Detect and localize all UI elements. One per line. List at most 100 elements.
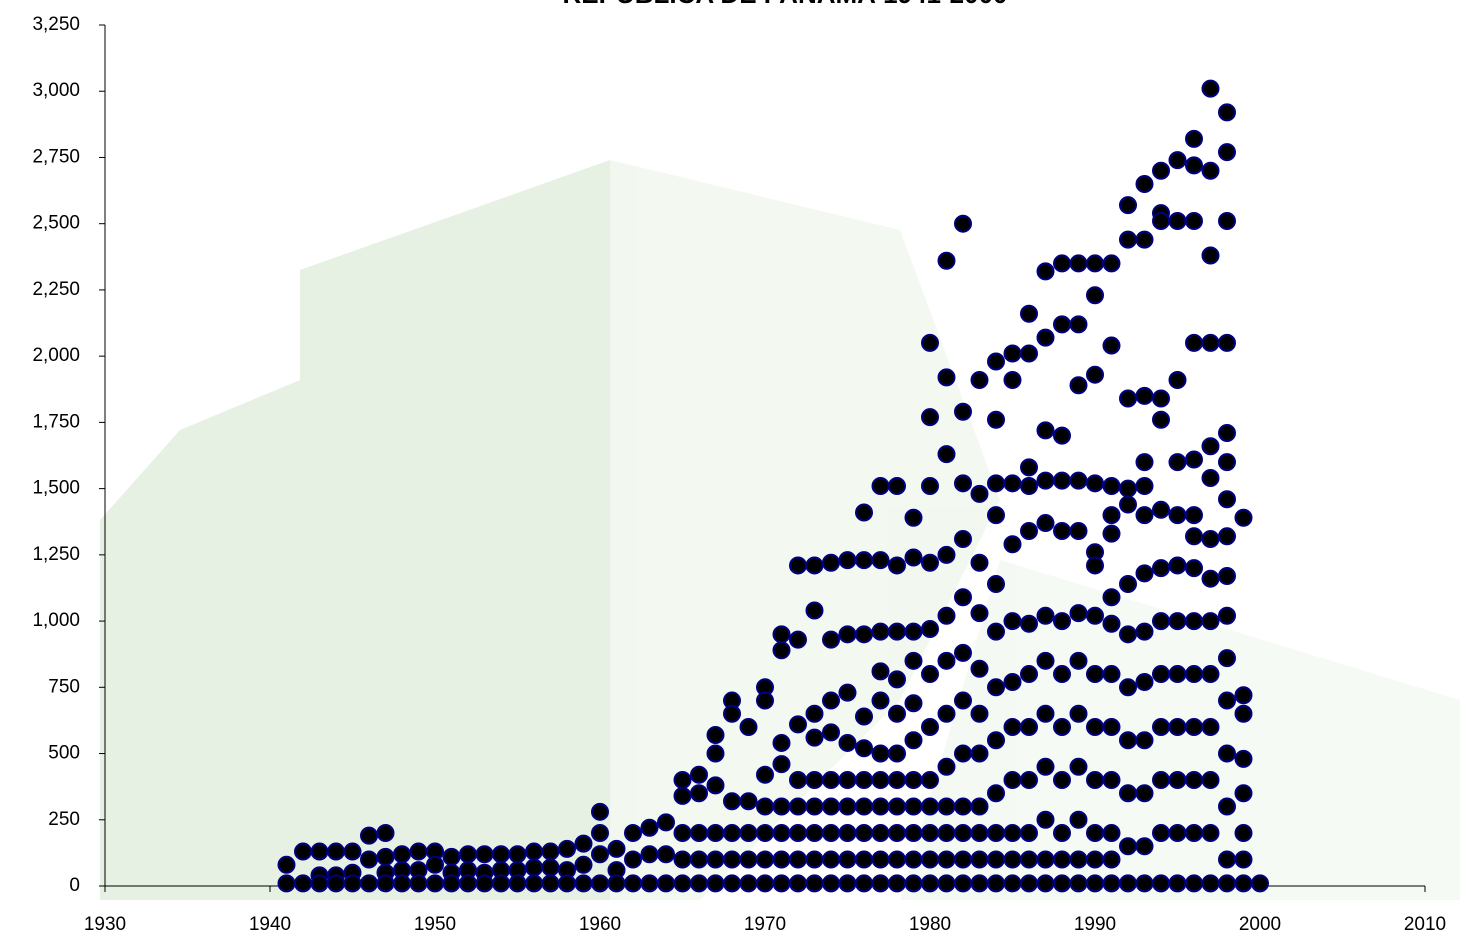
point [1218, 490, 1236, 509]
point [1102, 850, 1121, 869]
point [1185, 559, 1203, 578]
point [987, 352, 1005, 371]
point [822, 771, 840, 790]
point [822, 797, 840, 816]
point [277, 855, 296, 874]
point [1168, 506, 1187, 525]
point [1086, 474, 1104, 493]
point [1201, 874, 1220, 893]
point [739, 792, 758, 811]
point [1135, 731, 1154, 750]
point [822, 630, 840, 649]
point [475, 874, 494, 893]
point [525, 874, 543, 893]
point [838, 551, 857, 570]
point [756, 691, 774, 710]
point [574, 855, 593, 874]
point [855, 625, 873, 644]
point [987, 850, 1005, 869]
point [1053, 718, 1071, 737]
point [855, 551, 873, 570]
point [871, 622, 890, 641]
point [360, 874, 378, 893]
point [310, 874, 329, 893]
point [277, 874, 296, 893]
point [838, 625, 857, 644]
point [937, 797, 956, 816]
point [888, 622, 906, 641]
point [376, 824, 395, 843]
point [640, 874, 659, 893]
point [343, 874, 362, 893]
point [1036, 757, 1055, 776]
point [1168, 665, 1187, 684]
point [607, 839, 626, 858]
point [772, 755, 791, 774]
point [690, 784, 708, 803]
point [706, 824, 725, 843]
point [1053, 612, 1071, 631]
point [1069, 254, 1088, 273]
point [1102, 718, 1121, 737]
point [541, 858, 560, 877]
point [1036, 874, 1055, 893]
point [574, 834, 593, 853]
point [1020, 304, 1038, 323]
point [1036, 810, 1055, 829]
point [937, 606, 956, 625]
point [1152, 410, 1170, 429]
point [1086, 556, 1104, 575]
point [558, 839, 576, 858]
point [1036, 421, 1055, 440]
point [1119, 389, 1137, 408]
point [871, 824, 890, 843]
point [904, 651, 923, 670]
point [1086, 718, 1104, 737]
point [921, 333, 939, 352]
point [1053, 824, 1071, 843]
point [970, 874, 989, 893]
point [541, 842, 560, 861]
point [1135, 453, 1154, 472]
point [1152, 559, 1170, 578]
point [822, 691, 840, 710]
point [1168, 453, 1187, 472]
point [871, 662, 890, 681]
point [888, 556, 906, 575]
point [937, 251, 956, 270]
point [1020, 771, 1038, 790]
point [1053, 254, 1071, 273]
point [1218, 874, 1236, 893]
point [1020, 718, 1038, 737]
point [970, 744, 989, 763]
point [1119, 874, 1137, 893]
point [723, 850, 741, 869]
point [805, 850, 824, 869]
point [1003, 535, 1022, 554]
point [442, 874, 461, 893]
point [558, 874, 576, 893]
point [921, 408, 939, 427]
point [954, 529, 972, 548]
point [805, 556, 824, 575]
point [1036, 328, 1055, 347]
point [888, 476, 906, 495]
point [739, 874, 758, 893]
point [739, 824, 758, 843]
y-tick-label: 2,000 [32, 345, 80, 366]
point [1119, 196, 1137, 215]
point [1152, 500, 1170, 519]
point [1069, 315, 1088, 334]
point [1201, 612, 1220, 631]
point [723, 792, 741, 811]
point [1036, 514, 1055, 533]
point [723, 824, 741, 843]
point [1086, 606, 1104, 625]
point [591, 802, 609, 821]
point [1135, 564, 1154, 583]
point [871, 744, 890, 763]
y-tick-label: 2,750 [32, 146, 80, 167]
point [1168, 370, 1187, 389]
point [1135, 174, 1154, 193]
